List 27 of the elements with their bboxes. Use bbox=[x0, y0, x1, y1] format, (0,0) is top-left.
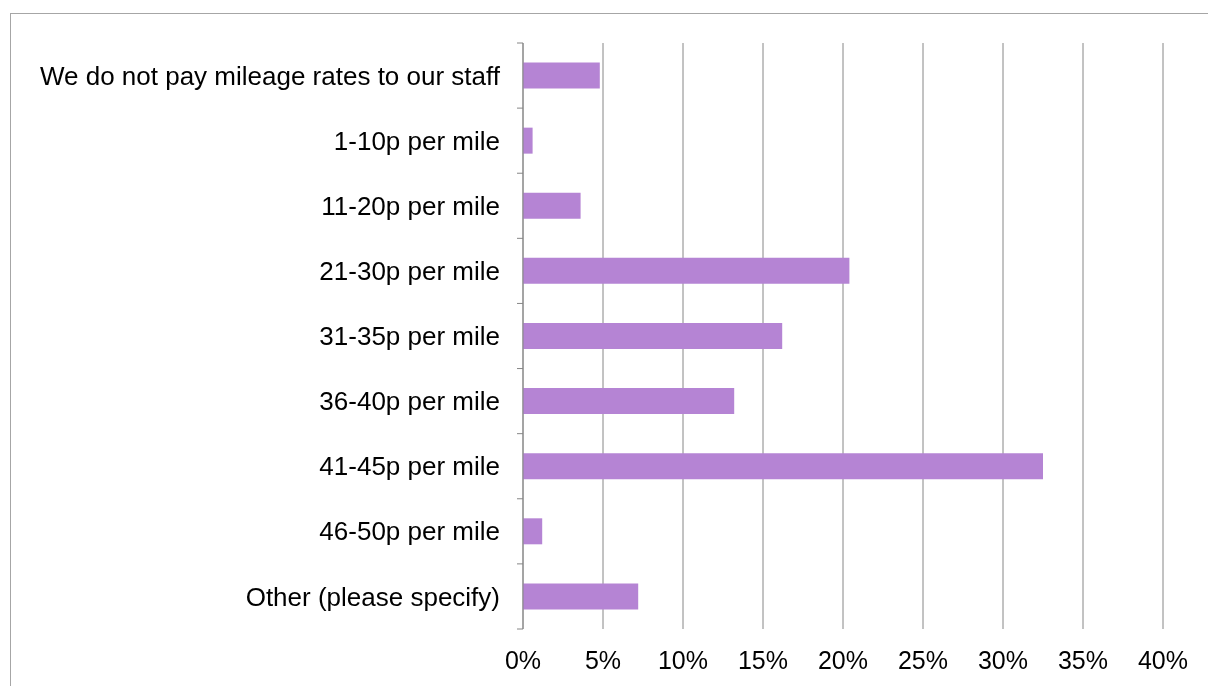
x-tick-label: 25% bbox=[897, 645, 949, 674]
y-tick-label: 36-40p per mile bbox=[319, 386, 500, 417]
y-tick-label: 31-35p per mile bbox=[319, 321, 500, 352]
bar bbox=[523, 453, 1043, 480]
bar bbox=[523, 518, 543, 545]
x-tick-label: 40% bbox=[1137, 645, 1189, 674]
y-tick-label: We do not pay mileage rates to our staff bbox=[39, 60, 501, 91]
x-tick-label: 35% bbox=[1057, 645, 1109, 674]
x-tick-label: 10% bbox=[657, 645, 709, 674]
bar bbox=[523, 127, 533, 154]
bar bbox=[523, 192, 581, 219]
x-tick-label: 15% bbox=[737, 645, 789, 674]
y-tick-label: 11-20p per mile bbox=[321, 190, 500, 221]
bar bbox=[523, 322, 783, 349]
x-tick-label: 20% bbox=[817, 645, 869, 674]
y-tick-label: 46-50p per mile bbox=[319, 516, 500, 547]
y-tick-label: Other (please specify) bbox=[245, 581, 500, 612]
bar bbox=[523, 388, 735, 415]
bar bbox=[523, 62, 600, 89]
bar bbox=[523, 257, 850, 284]
x-tick-label: 0% bbox=[504, 645, 542, 674]
y-tick-label: 21-30p per mile bbox=[319, 255, 500, 286]
y-tick-label: 1-10p per mile bbox=[333, 125, 500, 156]
bar bbox=[523, 583, 639, 610]
y-tick-label: 41-45p per mile bbox=[319, 451, 500, 482]
x-tick-label: 30% bbox=[977, 645, 1029, 674]
x-tick-label: 5% bbox=[584, 645, 622, 674]
